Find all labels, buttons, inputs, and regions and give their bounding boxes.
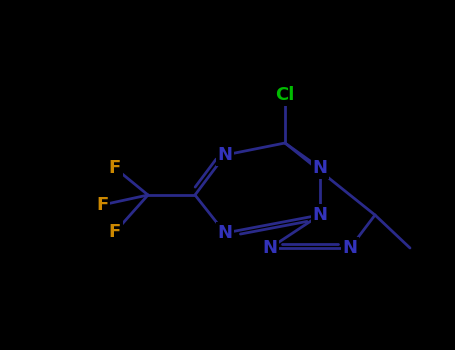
Text: N: N	[313, 159, 328, 177]
Text: N: N	[217, 146, 233, 164]
Text: F: F	[96, 196, 108, 214]
Text: N: N	[263, 239, 278, 257]
Text: F: F	[109, 159, 121, 177]
Text: F: F	[109, 223, 121, 241]
Text: N: N	[217, 224, 233, 242]
Text: N: N	[343, 239, 358, 257]
Text: Cl: Cl	[275, 86, 295, 104]
Text: N: N	[313, 206, 328, 224]
